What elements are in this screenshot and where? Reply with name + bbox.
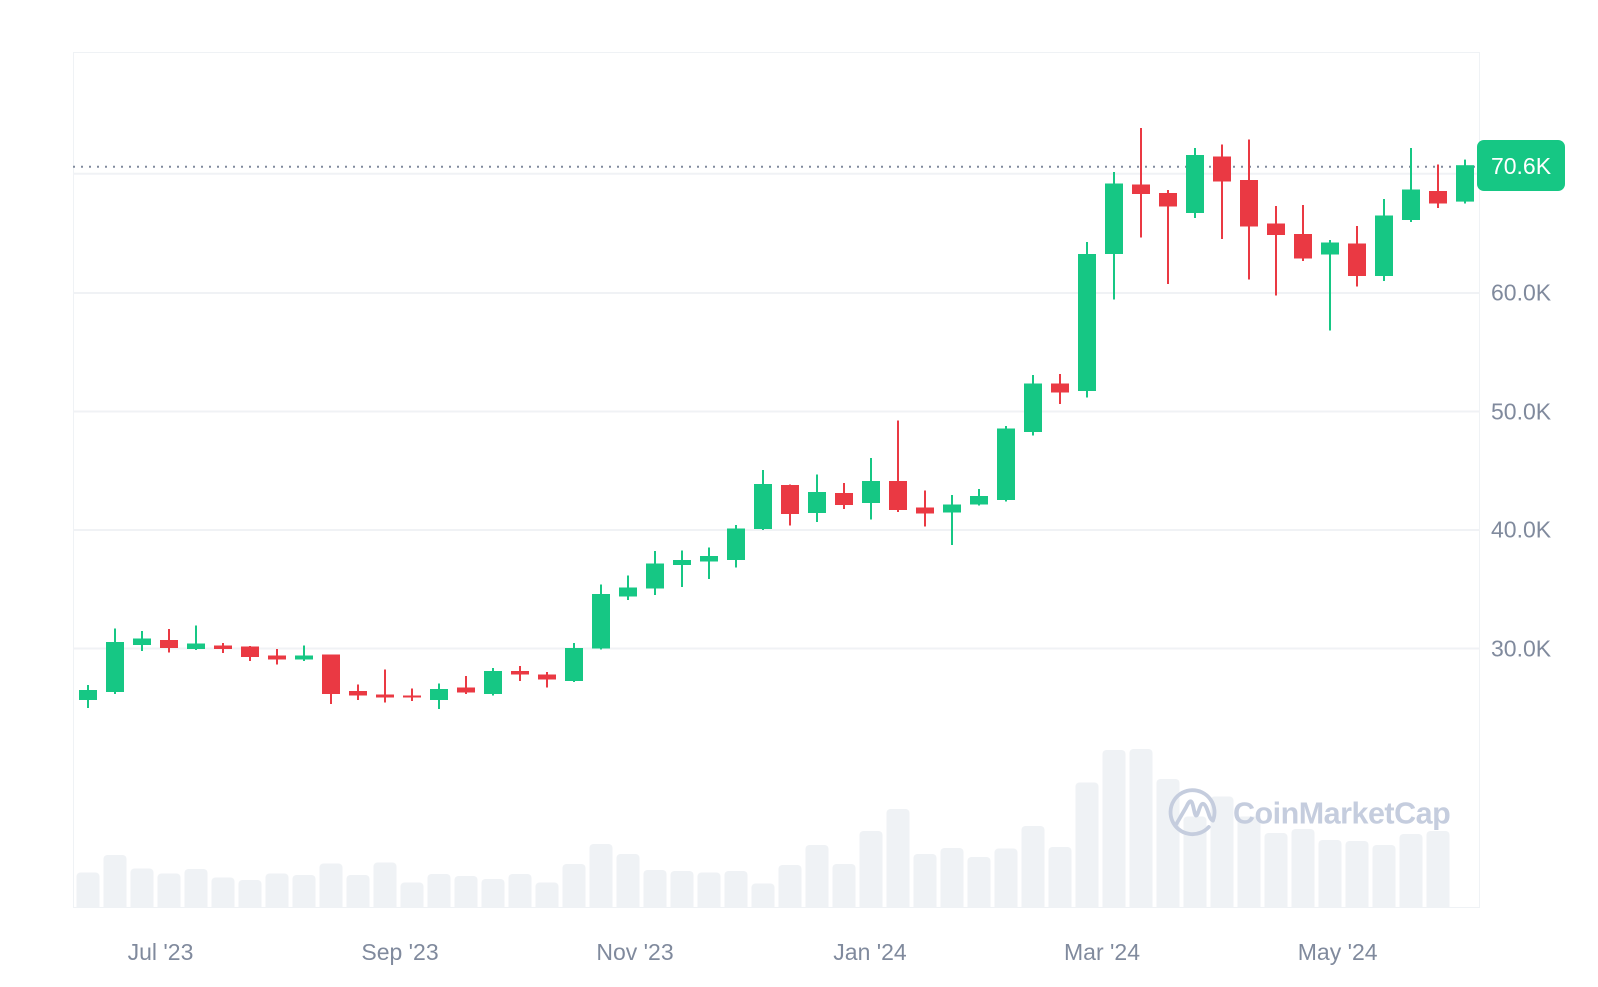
svg-text:CoinMarketCap: CoinMarketCap [1233, 797, 1450, 831]
